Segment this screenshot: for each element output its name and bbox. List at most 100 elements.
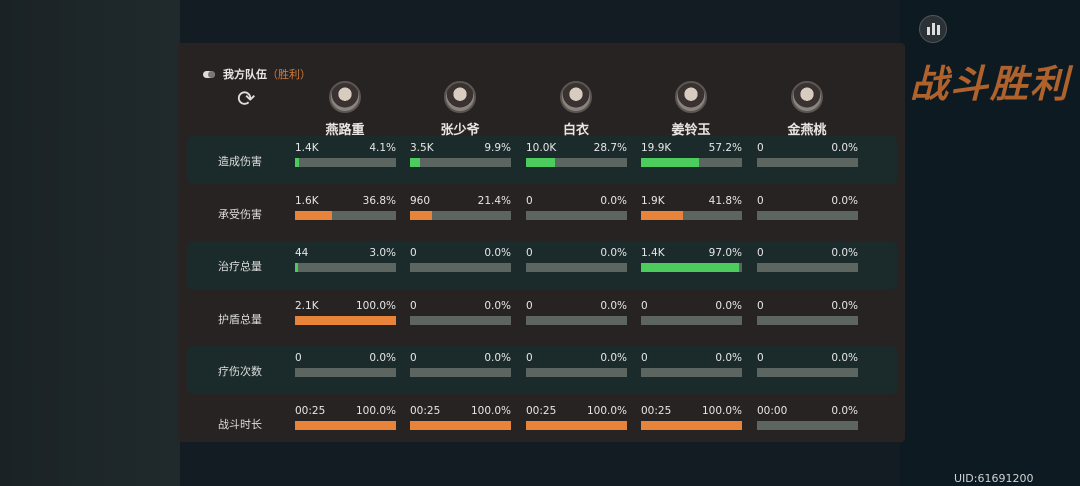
- stat-cell: 00:25 100.0%: [295, 405, 396, 430]
- stat-value: 00:25: [295, 405, 326, 417]
- stat-bar-fill: [410, 210, 432, 220]
- stat-bar: [526, 263, 627, 273]
- stat-bar: [410, 421, 511, 430]
- stat-bar: [641, 315, 742, 325]
- uid-label: UID:61691200: [954, 472, 1034, 485]
- stat-bar-fill: [526, 421, 627, 430]
- stat-value: 19.9K: [641, 142, 672, 154]
- stat-value: 00:00: [757, 405, 788, 417]
- battle-stats-panel: 我方队伍（胜利） ⟳ 燕路重 张少爷 白衣 姜铃玉 金燕桃 造成伤害 1.4K 4.1% 3…: [177, 43, 905, 442]
- stat-bar: [526, 158, 627, 167]
- stat-cell: 1.9K 41.8%: [641, 195, 742, 220]
- stat-bar: [410, 158, 511, 167]
- stat-value: 2.1K: [295, 299, 319, 312]
- stat-label: 造成伤害: [218, 155, 262, 168]
- stat-value: 00:25: [410, 405, 441, 417]
- stat-percent: 0.0%: [831, 299, 858, 312]
- stat-percent: 0.0%: [600, 352, 627, 365]
- stat-row: 造成伤害 1.4K 4.1% 3.5K 9.9% 10.0K 28.7% 19.9K 5…: [187, 136, 897, 184]
- stat-bar-fill: [295, 421, 396, 430]
- stat-bar: [641, 263, 742, 273]
- stat-cell: 0 0.0%: [410, 300, 511, 325]
- stat-value: 0: [757, 352, 764, 365]
- player-name: 姜铃玉: [671, 123, 711, 138]
- stat-value: 0: [410, 247, 417, 260]
- stat-percent: 0.0%: [600, 299, 627, 312]
- refresh-icon[interactable]: ⟳: [237, 87, 256, 112]
- stat-value: 0: [757, 299, 764, 312]
- stat-bar: [295, 158, 396, 167]
- stat-cell: 1.4K 97.0%: [641, 247, 742, 273]
- stat-cell: 2.1K 100.0%: [295, 300, 396, 325]
- stat-cell: 0 0.0%: [757, 352, 858, 378]
- stat-bar: [526, 368, 627, 378]
- stat-bar: [757, 421, 858, 430]
- stat-cell: 3.5K 9.9%: [410, 142, 511, 167]
- stat-cell: 0 0.0%: [526, 352, 627, 378]
- stat-bar-fill: [295, 210, 333, 220]
- stat-percent: 100.0%: [355, 405, 396, 417]
- player-name: 金燕桃: [787, 123, 827, 138]
- stat-value: 3.5K: [410, 142, 434, 154]
- stat-bar: [641, 368, 742, 378]
- result-label: （胜利）: [267, 68, 311, 81]
- stat-bar-fill: [526, 158, 555, 167]
- stat-bar: [641, 210, 742, 220]
- stat-cell: 0 0.0%: [757, 300, 858, 325]
- stat-value: 0: [410, 352, 417, 365]
- player-column-header: 金燕桃: [752, 81, 862, 138]
- stat-percent: 97.0%: [708, 247, 742, 260]
- stat-percent: 0.0%: [600, 194, 627, 207]
- stat-percent: 0.0%: [600, 247, 627, 260]
- player-name: 白衣: [562, 123, 589, 138]
- stat-value: 0: [526, 352, 533, 365]
- stat-value: 0: [757, 142, 764, 154]
- stat-percent: 3.0%: [369, 247, 396, 260]
- stat-value: 1.6K: [295, 194, 319, 207]
- stat-value: 960: [410, 194, 431, 207]
- stat-bar: [757, 210, 858, 220]
- stat-percent: 0.0%: [715, 299, 742, 312]
- stat-bar: [410, 210, 511, 220]
- stat-bar-fill: [641, 421, 742, 430]
- toggle-icon[interactable]: [203, 70, 215, 78]
- stat-row: 治疗总量 44 3.0% 0 0.0% 0 0.0% 1.4K 97.0% 0 0.0%: [187, 241, 897, 290]
- player-column-header: 燕路重: [290, 81, 400, 138]
- stat-percent: 0.0%: [831, 194, 858, 207]
- stat-value: 0: [526, 299, 533, 312]
- stat-value: 0: [757, 194, 764, 207]
- stat-bar: [757, 368, 858, 378]
- stat-value: 00:25: [526, 405, 557, 417]
- stat-percent: 9.9%: [484, 142, 511, 154]
- stat-bar: [641, 158, 742, 167]
- stat-label: 治疗总量: [218, 260, 262, 274]
- avatar: [329, 81, 361, 113]
- stat-cell: 10.0K 28.7%: [526, 142, 627, 167]
- stat-bar: [641, 421, 742, 430]
- player-column-header: 白衣: [521, 81, 631, 138]
- stat-percent: 57.2%: [708, 142, 742, 154]
- stat-cell: 44 3.0%: [295, 247, 396, 273]
- team-header: 我方队伍（胜利）: [203, 66, 311, 82]
- background-right: [900, 0, 1080, 486]
- stat-value: 0: [641, 352, 648, 365]
- stat-cell: 0 0.0%: [526, 195, 627, 220]
- stat-value: 1.4K: [295, 142, 319, 154]
- stats-chart-button[interactable]: [919, 15, 947, 43]
- stat-percent: 100.0%: [470, 405, 511, 417]
- stat-cell: 0 0.0%: [757, 142, 858, 167]
- player-name: 燕路重: [325, 123, 365, 138]
- stat-bar: [295, 210, 396, 220]
- stat-bar: [526, 315, 627, 325]
- stat-bar: [295, 315, 396, 325]
- stat-label: 疗伤次数: [218, 365, 262, 379]
- stat-value: 0: [295, 352, 302, 365]
- stat-cell: 0 0.0%: [641, 352, 742, 378]
- stat-cell: 19.9K 57.2%: [641, 142, 742, 167]
- stat-percent: 21.4%: [477, 194, 511, 207]
- stat-cell: 00:25 100.0%: [526, 405, 627, 430]
- stat-value: 0: [410, 299, 417, 312]
- stat-row: 承受伤害 1.6K 36.8% 960 21.4% 0 0.0% 1.9K 41.8% …: [187, 189, 897, 237]
- stat-percent: 100.0%: [586, 405, 627, 417]
- stat-cell: 0 0.0%: [410, 247, 511, 273]
